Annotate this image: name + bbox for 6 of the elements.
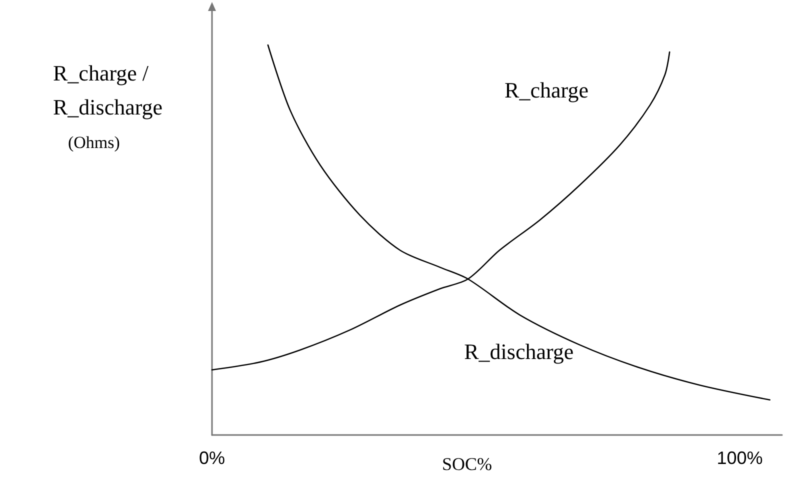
y-axis-title: R_charge / R_discharge (Ohms) <box>52 60 163 152</box>
x-axis-title: SOC% <box>442 454 492 474</box>
series-label: R_discharge <box>464 339 574 364</box>
text: R_charge <box>504 77 588 102</box>
x-tick-label: 100% <box>716 448 763 468</box>
x-tick-label: 0% <box>198 448 226 468</box>
